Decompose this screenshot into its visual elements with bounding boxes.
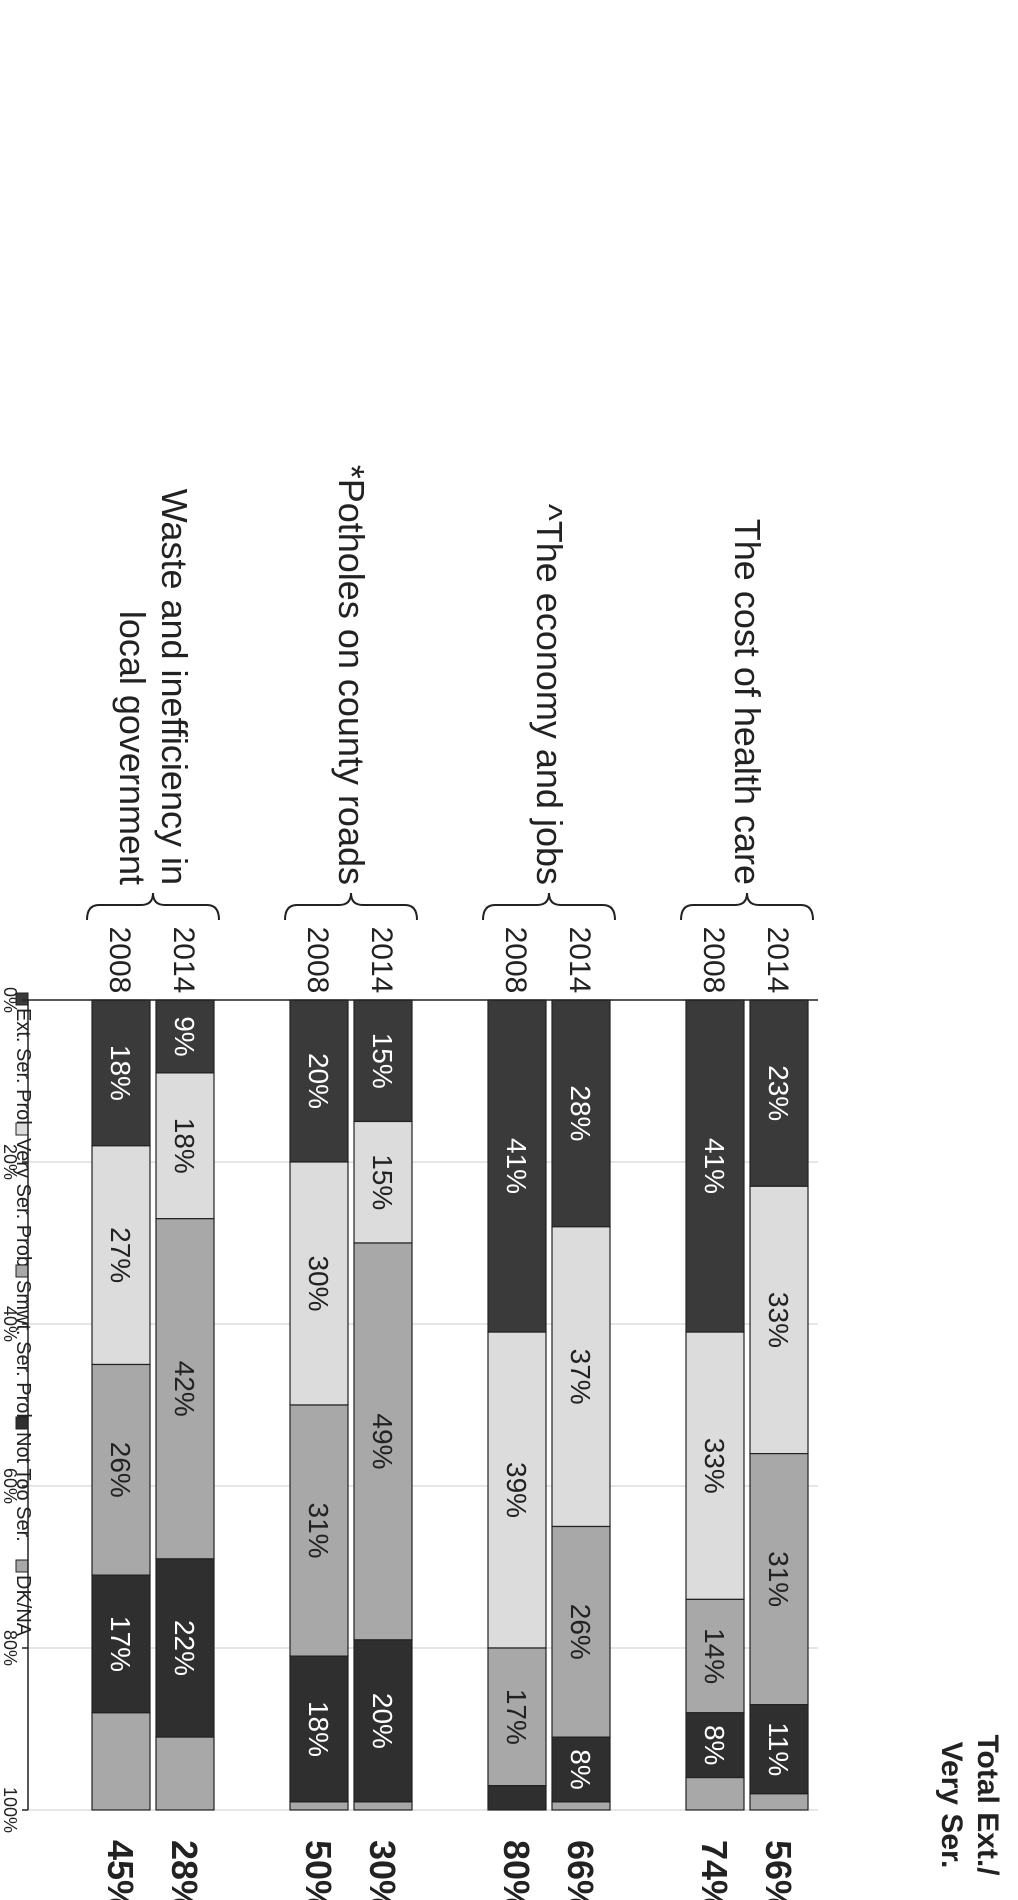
data-label-g2-b1-s2: 31% — [303, 1503, 334, 1559]
data-label-g3-b1-s1: 27% — [105, 1227, 136, 1283]
data-label-g1-b0-s0: 28% — [565, 1085, 596, 1141]
x-axis: 0% 20% 40% 60% 80% 100% — [0, 987, 818, 1833]
category-label-0-line-0: The cost of health care — [727, 519, 768, 885]
data-label-g0-b1-s3: 8% — [699, 1725, 730, 1765]
data-label-g3-b0-s2: 42% — [169, 1361, 200, 1417]
x-tick-label-100: 100% — [0, 1787, 20, 1833]
data-label-g1-b1-s0: 41% — [501, 1138, 532, 1194]
bar-segment-g2-b0-s4 — [353, 1801, 413, 1811]
total-header: Total Ext./Very Ser. — [935, 1734, 1004, 1876]
data-label-g1-b1-s2: 17% — [501, 1689, 532, 1745]
data-label-g3-b0-s3: 22% — [169, 1620, 200, 1676]
total-value-g1-b1: 80% — [496, 1840, 537, 1900]
data-label-g3-b1-s0: 18% — [105, 1045, 136, 1101]
data-label-g1-b1-s1: 39% — [501, 1462, 532, 1518]
year-label-g0-b0: 2014 — [761, 927, 794, 994]
category-label-3-line-1: local government — [112, 611, 153, 885]
data-label-g2-b0-s0: 15% — [367, 1033, 398, 1089]
data-label-g3-b1-s3: 17% — [105, 1616, 136, 1672]
data-label-g0-b0-s3: 11% — [763, 1722, 794, 1776]
data-label-g3-b0-s1: 18% — [169, 1118, 200, 1174]
group-brace-3 — [86, 892, 220, 921]
x-tick-label-20: 20% — [0, 1144, 20, 1180]
category-label-1-line-0: ^The economy and jobs — [529, 504, 570, 885]
totals-column: 56% 74% 66% 80% 30% 50% 28% 45% — [100, 1840, 799, 1900]
data-label-g1-b0-s1: 37% — [565, 1349, 596, 1405]
total-value-g2-b1: 50% — [298, 1840, 339, 1900]
data-label-g2-b0-s3: 20% — [367, 1693, 398, 1749]
data-label-g0-b0-s2: 31% — [763, 1551, 794, 1607]
data-label-g1-b0-s2: 26% — [565, 1604, 596, 1660]
total-value-g3-b1: 45% — [100, 1840, 141, 1900]
bar-segment-g2-b1-s4 — [289, 1801, 349, 1811]
year-label-g1-b1: 2008 — [499, 927, 532, 994]
total-value-g3-b0: 28% — [164, 1840, 205, 1900]
total-header-line-1: Total Ext./ — [971, 1734, 1004, 1876]
total-header-line-2: Very Ser. — [935, 1742, 968, 1869]
group-brace-1 — [482, 892, 616, 921]
data-label-g2-b1-s3: 18% — [303, 1701, 334, 1757]
category-labels: 2014 2008 The cost of health care 2014 2008 ^… — [86, 465, 814, 994]
legend-swatch-ext-ser-prob — [15, 992, 29, 1006]
total-value-g2-b0: 30% — [362, 1840, 403, 1900]
bar-segment-g1-b0-s4 — [551, 1801, 611, 1811]
year-label-g3-b1: 2008 — [103, 927, 136, 994]
legend-swatch-dk-na — [15, 1559, 29, 1573]
bar-segment-g3-b1-s4 — [91, 1712, 151, 1811]
year-label-g2-b1: 2008 — [301, 927, 334, 994]
data-label-g0-b1-s2: 14% — [699, 1628, 730, 1684]
legend-label-smwt-ser-prob: Smwt. Ser. Prob. — [12, 1280, 34, 1430]
legend-swatch-smwt-ser-prob — [15, 1264, 29, 1278]
bar-segment-g3-b0-s4 — [155, 1736, 215, 1811]
year-label-g0-b1: 2008 — [697, 927, 730, 994]
legend-label-dk-na: DK/NA — [12, 1575, 34, 1637]
data-label-g0-b1-s1: 33% — [699, 1438, 730, 1494]
category-label-3-line-0: Waste and inefficiency in — [154, 489, 195, 885]
data-label-g3-b1-s2: 26% — [105, 1442, 136, 1498]
group-brace-0 — [680, 892, 814, 921]
year-label-g2-b0: 2014 — [365, 927, 398, 994]
year-label-g3-b0: 2014 — [167, 927, 200, 994]
data-label-g2-b0-s1: 15% — [367, 1154, 398, 1210]
bar-segment-g1-b1-s3 — [487, 1785, 547, 1811]
x-tick-label-0: 0% — [0, 987, 20, 1013]
year-label-g1-b0: 2014 — [563, 927, 596, 994]
legend-label-ext-ser-prob: Ext. Ser. Prob. — [12, 1008, 34, 1137]
legend-swatch-very-ser-prob — [15, 1122, 29, 1136]
total-value-g0-b1: 74% — [694, 1840, 735, 1900]
data-label-g2-b1-s0: 20% — [303, 1053, 334, 1109]
data-label-g2-b0-s2: 49% — [367, 1413, 398, 1469]
bar-segment-g0-b0-s4 — [749, 1793, 809, 1811]
data-label-g0-b0-s1: 33% — [763, 1292, 794, 1348]
bar-segment-g0-b1-s4 — [685, 1776, 745, 1811]
data-label-g3-b0-s0: 9% — [169, 1016, 200, 1056]
data-label-g1-b0-s3: 8% — [565, 1749, 596, 1789]
group-brace-2 — [284, 892, 418, 921]
total-value-g1-b0: 66% — [560, 1840, 601, 1900]
data-label-g2-b1-s1: 30% — [303, 1255, 334, 1311]
data-label-g0-b0-s0: 23% — [763, 1065, 794, 1121]
bars-layer: 23% 33% 31% 11% 41% 33% 14% 8% 28% 37% 26% 8% 41% 39%… — [91, 999, 809, 1811]
category-label-2-line-0: *Potholes on county roads — [331, 465, 372, 885]
total-value-g0-b0: 56% — [758, 1840, 799, 1900]
x-tick-label-40: 40% — [0, 1306, 20, 1342]
legend-swatch-not-too-ser — [15, 1416, 29, 1430]
data-label-g0-b1-s0: 41% — [699, 1138, 730, 1194]
x-tick-label-80: 80% — [0, 1630, 20, 1666]
x-tick-label-60: 60% — [0, 1468, 20, 1504]
